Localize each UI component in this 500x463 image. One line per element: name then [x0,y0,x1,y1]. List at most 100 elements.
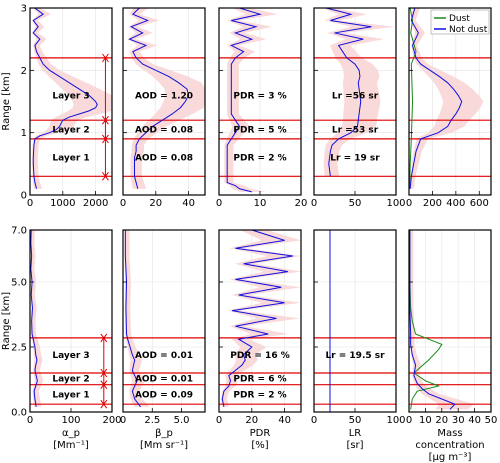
y-tick-label: 0.0 [11,408,27,419]
panel-row2-2: AOD = 0.01 AOD = 0.01 AOD = 0.09 0 2.5 5.0β_p… [120,229,206,451]
uncertainty-band [221,230,301,407]
x-tick-label: 2000 [83,198,108,209]
x-tick-label: 5.0 [174,415,190,426]
x-tick-label: 0 [311,415,317,426]
x-tick-label: 0 [216,415,222,426]
arrow-head [102,57,109,63]
arrow-head [102,175,109,181]
layer-annotation: AOD = 0.01 [135,375,193,385]
arrow-head [100,403,108,409]
x-axis-label: LR [349,428,362,439]
dust-profile-line [409,7,417,189]
panel-row2-3: PDR = 16 % PDR = 6 % PDR = 2 % 0 20 40 PDR[%] [216,229,302,451]
arrow-head [100,372,108,378]
x-tick-label: 40 [182,198,195,209]
profile-line [409,230,456,410]
x-tick-label: 0 [120,198,126,209]
panel-row1-1: Layer 3 Layer 2 Layer 1 0 1000 2000 [27,7,113,209]
x-tick-label: 0 [406,198,412,209]
x-axis-label: [Mm⁻¹] [53,440,89,451]
x-axis-label: [Mm sr⁻¹] [140,440,188,451]
panel-frame [408,229,492,413]
y-tick-label: 1 [21,128,27,139]
x-axis-label: [%] [251,440,268,451]
x-tick-label: 1000 [50,198,75,209]
x-tick-label: 40 [278,415,291,426]
arrow-head [100,383,108,389]
x-tick-label: 30 [452,415,465,426]
panel-row2-4: Lr = 19.5 sr 0 50 100 LR[sr] [311,229,406,451]
x-axis-label: concentration [415,440,484,451]
x-tick-label: 100 [386,415,405,426]
x-tick-label: 50 [349,415,362,426]
panel-frame [122,229,206,413]
layer-annotation: Layer 2 [52,375,89,385]
y-tick-label: 0 [21,191,27,202]
uncertainty-band [409,8,484,189]
x-tick-label: 0 [216,198,222,209]
legend-label: Dust [449,14,470,24]
x-tick-label: 10 [254,198,267,209]
uncertainty-band [124,230,151,407]
y-axis-label: Range [km] [1,72,12,130]
profile-line [221,229,293,407]
arrow-head [102,138,109,144]
x-tick-label: 0 [406,415,412,426]
x-tick-label: 50 [349,198,362,209]
x-tick-label: 20 [149,198,162,209]
profile-line [226,7,262,193]
layer-annotation: Lr =56 sr [332,91,379,101]
x-axis-label: α_p [62,428,80,439]
panel-frame [122,7,206,196]
arrow-head [102,119,109,125]
x-tick-label: 600 [470,198,489,209]
layer-annotation: Lr =53 sr [332,126,379,136]
layer-annotation: PDR = 6 % [233,375,286,385]
uncertainty-band [127,8,205,189]
y-tick-label: 7.0 [11,226,27,237]
layer-annotation: AOD = 0.09 [135,390,193,400]
y-tick-label: 2 [21,66,27,77]
profile-line [30,229,38,407]
x-axis-label: [μg m⁻³] [429,452,472,463]
x-tick-label: 0 [27,415,33,426]
layer-annotation: PDR = 16 % [230,351,289,361]
x-axis-label: [sr] [346,440,363,451]
legend-label: Not dust [449,25,488,35]
panel-frame [218,229,302,413]
x-tick-label: 20 [295,198,308,209]
layer-annotation: Lr = 19.5 sr [325,351,385,361]
x-tick-label: 200 [423,198,442,209]
layer-annotation: PDR = 3 % [233,91,286,101]
layer-annotation: PDR = 2 % [233,154,286,164]
uncertainty-band [224,8,278,192]
panel-frame [29,7,113,196]
x-tick-label: 100 [61,415,80,426]
layer-annotation: Layer 2 [52,126,89,136]
layer-annotation: PDR = 2 % [233,390,286,400]
x-axis-label: β_p [155,428,173,439]
y-axis-label: Range [km] [1,292,12,350]
profile-line [128,7,190,189]
arrow-head [100,337,108,343]
layer-annotation: PDR = 5 % [233,126,286,136]
panel-row1-3: PDR = 3 % PDR = 5 % PDR = 2 % 0 10 20 [216,7,308,209]
x-tick-label: 0 [311,198,317,209]
profile-line [409,7,463,189]
x-tick-label: 0 [27,198,33,209]
layer-annotation: AOD = 1.20 [135,91,193,101]
profile-line [326,7,372,177]
layer-annotation: AOD = 0.08 [135,154,193,164]
layer-annotation: AOD = 0.08 [135,126,193,136]
profile-line [124,230,141,408]
x-tick-label: 400 [446,198,465,209]
legend-box [430,9,490,35]
uncertainty-band [32,8,112,189]
y-tick-label: 5.0 [11,278,27,289]
x-tick-label: 50 [485,415,498,426]
layer-annotation: Layer 1 [52,390,89,400]
